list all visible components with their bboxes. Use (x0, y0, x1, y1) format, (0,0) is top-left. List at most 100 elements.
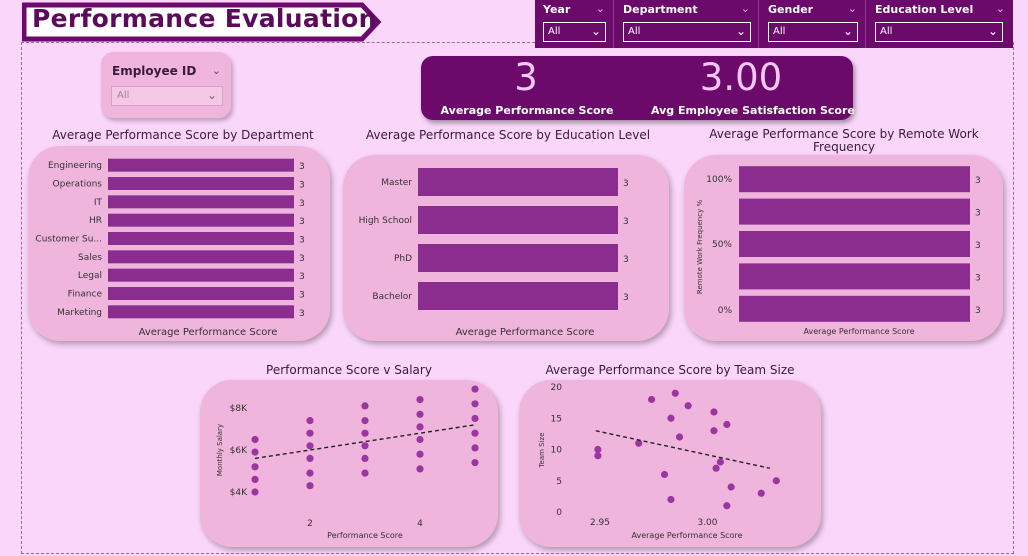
chart-remote: 3 3 3 3 3 Average Performance Score 100% 50% 0% R… (696, 166, 981, 336)
scatter-point (648, 395, 656, 404)
chart-title-department: Average Performance Score by Department (52, 128, 314, 142)
y-tick-label: 50% (712, 240, 732, 250)
slicer-label: Department (623, 3, 698, 16)
data-label: 3 (299, 291, 305, 301)
bar (108, 195, 294, 209)
scatter-point (306, 454, 314, 462)
scatter-point (594, 445, 602, 454)
dropdown-value: All (773, 26, 786, 37)
scatter-point (251, 448, 259, 456)
chevron-down-icon: ⌄ (590, 24, 601, 38)
data-label: 3 (623, 179, 629, 189)
scatter-point (251, 488, 259, 496)
title-banner: Performance Evaluation (22, 2, 382, 42)
chart-card-education: 3 Master 3 High School 3 PhD 3 Bachelor Average … (343, 155, 669, 341)
dropdown-value: All (548, 26, 561, 37)
y-axis-label: Monthly Salary (216, 424, 224, 476)
y-tick-label: 5 (556, 477, 562, 487)
category-label: Bachelor (372, 292, 412, 302)
chart-card-salary: 2 4 $4K $6K $8K Performance Score Monthly Sala… (200, 380, 498, 547)
data-label: 3 (299, 309, 305, 319)
category-label: IT (94, 198, 103, 208)
scatter-point (635, 439, 643, 447)
x-tick-label: 2 (307, 519, 313, 529)
slicer-label: Gender (768, 3, 814, 16)
bar (418, 282, 618, 310)
slicer-label: Employee ID (112, 64, 197, 78)
data-label: 3 (299, 181, 305, 191)
education-level-dropdown[interactable]: All ⌄ (875, 22, 1003, 42)
scatter-point (471, 400, 479, 408)
scatter-point (723, 420, 731, 429)
scatter-point (757, 489, 765, 497)
employee-id-dropdown[interactable]: All ⌄ (111, 86, 223, 106)
category-label: Customer Su... (35, 235, 102, 245)
chart-department: 3 Engineering 3 Operations 3 IT 3 HR 3 Customer S… (35, 158, 305, 338)
kpi-avg-satisfaction-label: Avg Employee Satisfaction Score (651, 104, 855, 117)
chart-card-remote: 3 3 3 3 3 Average Performance Score 100% 50% 0% R… (684, 155, 1003, 341)
x-axis-label: Performance Score (327, 531, 403, 540)
data-label: 3 (975, 306, 981, 316)
chevron-down-icon[interactable]: ⌄ (995, 2, 1005, 15)
bar (108, 213, 294, 227)
category-label: Operations (53, 180, 103, 190)
scatter-point (660, 470, 669, 479)
scatter-point (684, 402, 692, 410)
x-tick-label: 2.95 (590, 518, 610, 528)
chevron-down-icon: ⌄ (206, 88, 217, 102)
x-tick-label: 3.00 (697, 518, 717, 528)
chevron-down-icon: ⌄ (842, 24, 853, 38)
chevron-down-icon[interactable]: ⌄ (211, 64, 221, 77)
year-dropdown[interactable]: All ⌄ (543, 22, 606, 42)
scatter-point (723, 502, 731, 510)
y-axis-label: Team Size (538, 432, 546, 468)
scatter-point (716, 458, 724, 466)
scatter-point (712, 464, 720, 472)
page-frame-top (21, 42, 535, 43)
scatter-point (471, 429, 479, 437)
y-tick-label: 0% (718, 306, 733, 316)
bar (108, 287, 294, 300)
x-tick-label: 4 (417, 519, 423, 529)
gender-dropdown[interactable]: All ⌄ (768, 22, 858, 42)
chevron-down-icon[interactable]: ⌄ (595, 2, 605, 15)
dropdown-value: All (628, 26, 641, 37)
bar (418, 168, 618, 196)
scatter-point (416, 410, 424, 418)
department-dropdown[interactable]: All ⌄ (623, 22, 751, 42)
slicer-label: Education Level (875, 3, 974, 16)
scatter-point (416, 396, 424, 404)
y-tick-label: 0 (556, 508, 562, 518)
scatter-point (416, 423, 424, 431)
y-tick-label: 20 (551, 383, 563, 393)
scatter-point (710, 427, 718, 435)
chart-salary: 2 4 $4K $6K $8K Performance Score Monthly Sala… (216, 385, 479, 540)
scatter-point (416, 435, 424, 444)
category-label: High School (359, 216, 412, 226)
x-axis-label: Average Performance Score (803, 327, 914, 336)
data-label: 3 (975, 209, 981, 219)
scatter-point (361, 429, 369, 437)
scatter-point (667, 495, 675, 504)
chevron-down-icon: ⌄ (987, 24, 998, 38)
slicer-gender: Gender ⌄ All ⌄ (760, 0, 866, 48)
scatter-point (471, 414, 479, 423)
kpi-avg-performance-value: 3 (514, 56, 538, 99)
slicer-label: Year (543, 3, 571, 16)
chevron-down-icon[interactable]: ⌄ (740, 2, 750, 15)
category-label: Finance (68, 290, 103, 300)
category-label: Master (381, 178, 412, 188)
data-label: 3 (299, 199, 305, 209)
scatter-point (361, 454, 369, 462)
y-tick-label: $4K (230, 488, 248, 498)
scatter-point (727, 483, 735, 491)
scatter-point (471, 385, 479, 393)
data-label: 3 (975, 241, 981, 251)
bar (739, 166, 970, 193)
bar (739, 198, 970, 225)
chevron-down-icon[interactable]: ⌄ (847, 2, 857, 15)
chart-title-remote: Average Performance Score by Remote Work… (709, 127, 979, 154)
kpi-avg-performance-label: Average Performance Score (440, 104, 614, 117)
scatter-point (667, 414, 675, 422)
scatter-point (710, 408, 718, 416)
